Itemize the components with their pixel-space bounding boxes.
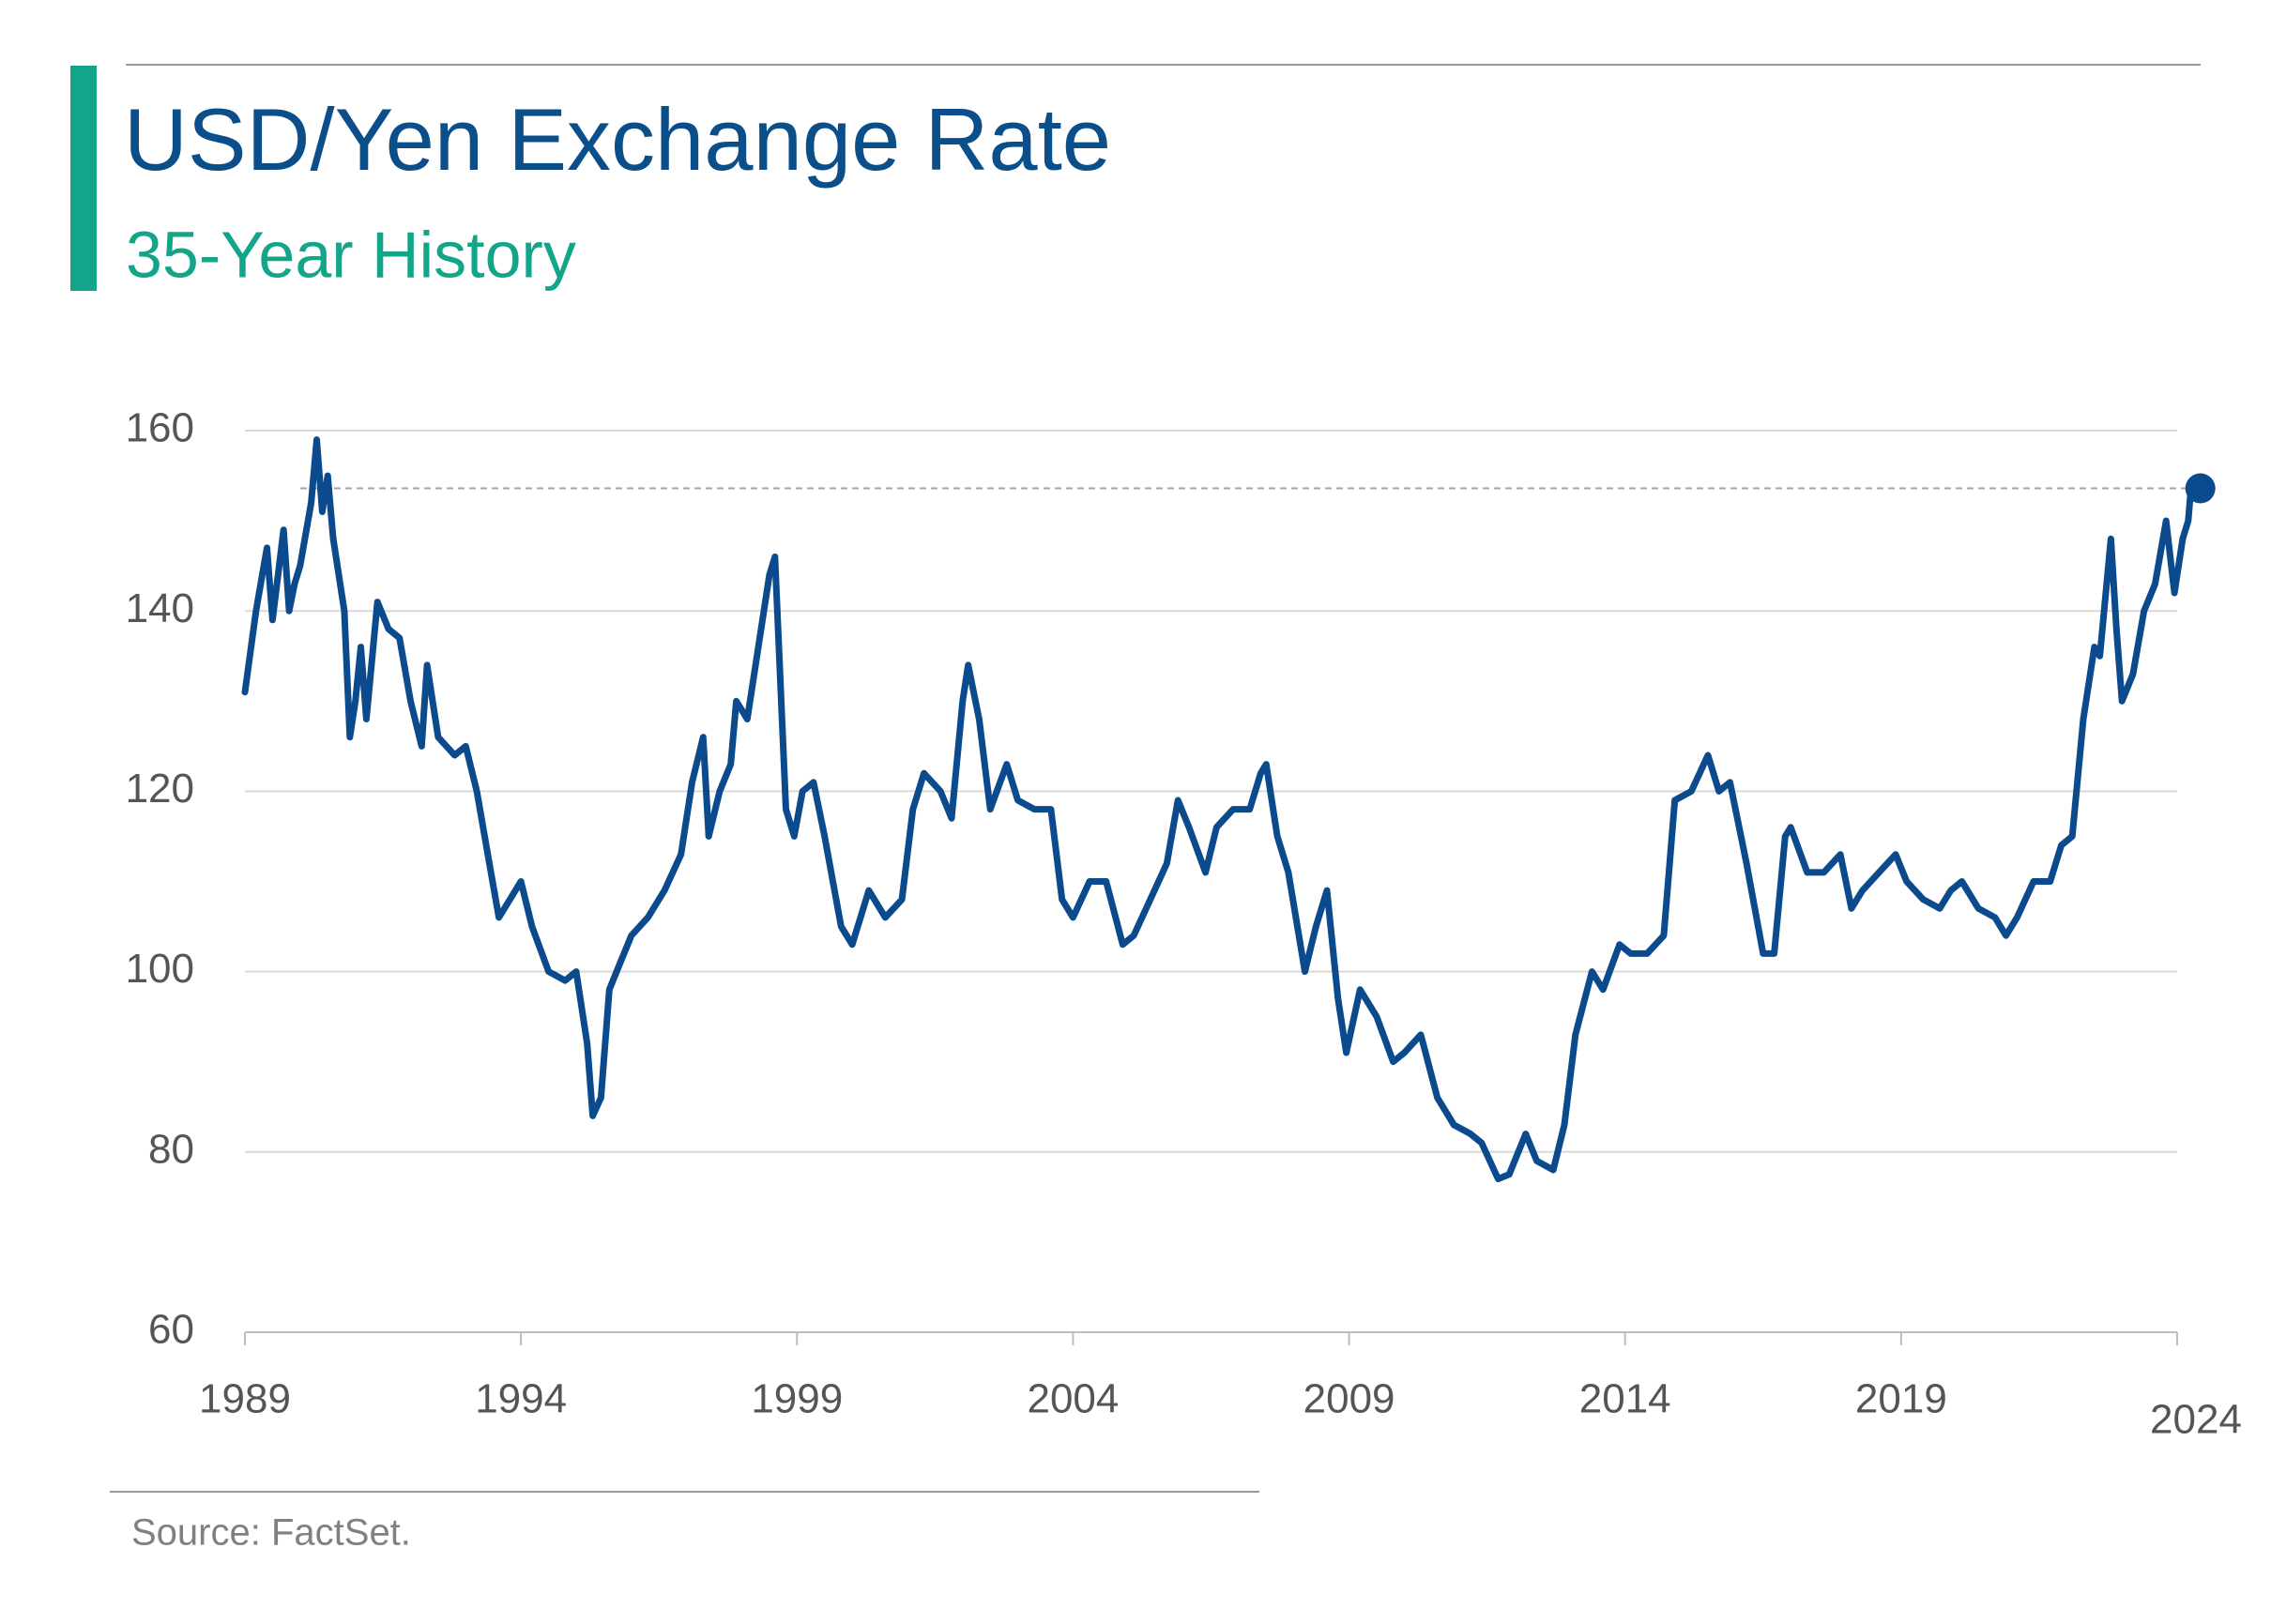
y-tick-label: 100: [126, 946, 194, 992]
y-tick-label: 140: [126, 585, 194, 631]
chart-title: USD/Yen Exchange Rate: [124, 90, 1111, 189]
x-tick-label: 2024: [2150, 1397, 2242, 1443]
source-note: Source: FactSet.: [131, 1512, 411, 1554]
last-value-dot: [2185, 473, 2216, 504]
x-tick-label: 2014: [1579, 1376, 1671, 1422]
chart-subtitle: 35-Year History: [126, 218, 576, 291]
x-tick-label: 2004: [1027, 1376, 1119, 1422]
x-tick-label: 1989: [199, 1376, 291, 1422]
y-tick-label: 160: [126, 405, 194, 451]
y-tick-label: 80: [148, 1126, 194, 1172]
title-accent: [70, 66, 97, 291]
x-tick-label: 1994: [475, 1376, 567, 1422]
x-tick-label: 2019: [1855, 1376, 1947, 1422]
price-line: [241, 436, 2195, 1183]
y-tick-label: 120: [126, 766, 194, 812]
y-tick-label: 60: [148, 1307, 194, 1353]
x-tick-label: 1999: [751, 1376, 843, 1422]
x-tick-label: 2009: [1303, 1376, 1395, 1422]
